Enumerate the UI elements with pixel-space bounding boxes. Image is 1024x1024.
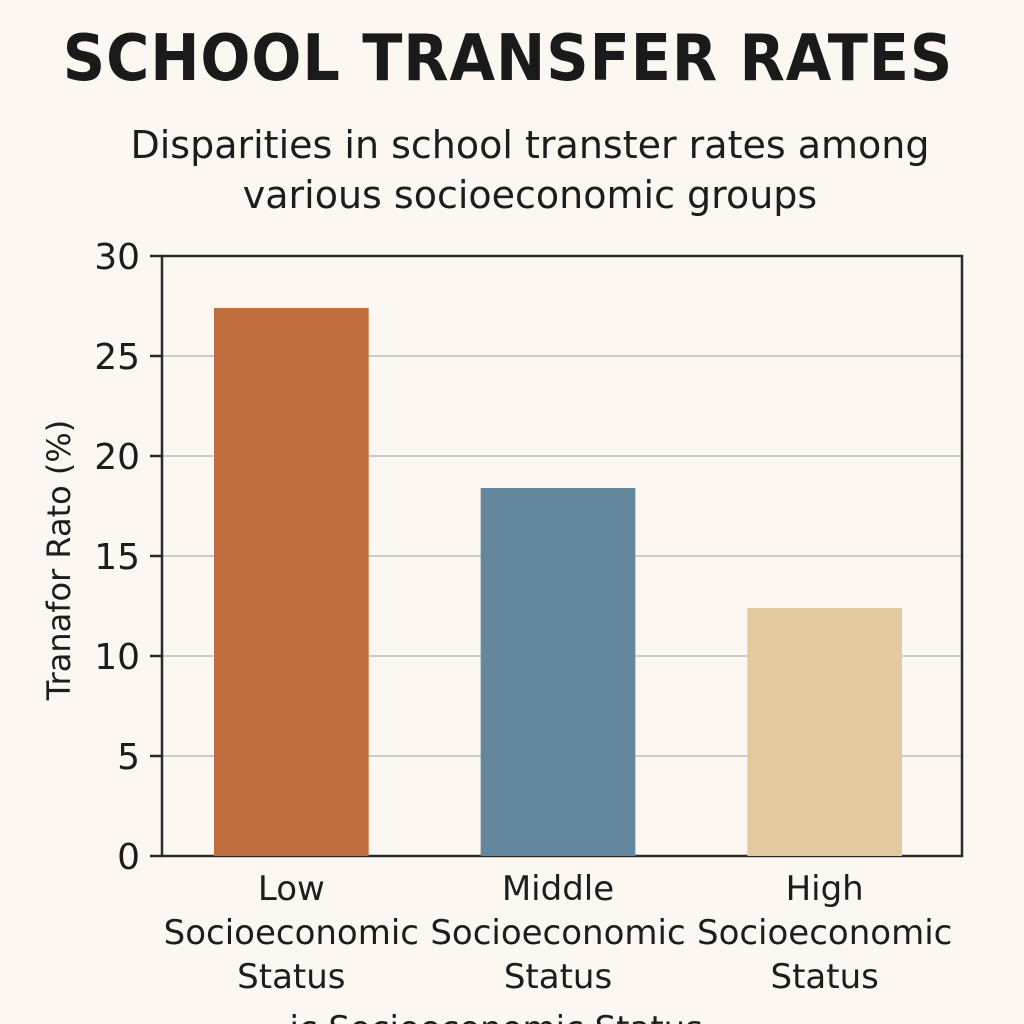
bars: [214, 308, 902, 856]
y-tick-label: 25: [94, 337, 140, 378]
x-tick-label: Socioeconomic: [697, 913, 952, 953]
y-tick-label: 15: [94, 537, 140, 578]
x-tick-label: High: [786, 869, 864, 909]
x-tick-label: Status: [237, 957, 345, 997]
bar: [480, 488, 636, 856]
chart-title: SCHOOL TRANSFER RATES: [62, 22, 954, 96]
y-tick-label: 0: [117, 837, 140, 878]
y-axis-label: Tranafor Rato (%): [40, 420, 78, 701]
y-tick-label: 20: [94, 437, 140, 478]
chart-subtitle: Disparities in school transter rates amo…: [130, 123, 930, 217]
bar: [214, 308, 369, 856]
x-axis-labels: LowSocioeconomicStatusMiddleSocioeconomi…: [164, 869, 953, 997]
y-tick-label: 5: [117, 737, 140, 778]
x-tick-label: Socioeconomic: [164, 913, 419, 953]
x-tick-label: Middle: [502, 869, 614, 909]
y-axis-ticks: 0 5 10 15 20 25 30: [94, 237, 162, 878]
bar: [747, 608, 902, 856]
x-tick-label: Status: [504, 957, 612, 997]
x-axis-label: ...ic Socioeconomic Status: [257, 1009, 703, 1024]
x-tick-label: Low: [258, 869, 325, 909]
y-tick-label: 10: [94, 637, 140, 678]
y-tick-label: 30: [94, 237, 140, 278]
x-tick-label: Status: [770, 957, 878, 997]
x-tick-label: Socioeconomic: [430, 913, 685, 953]
